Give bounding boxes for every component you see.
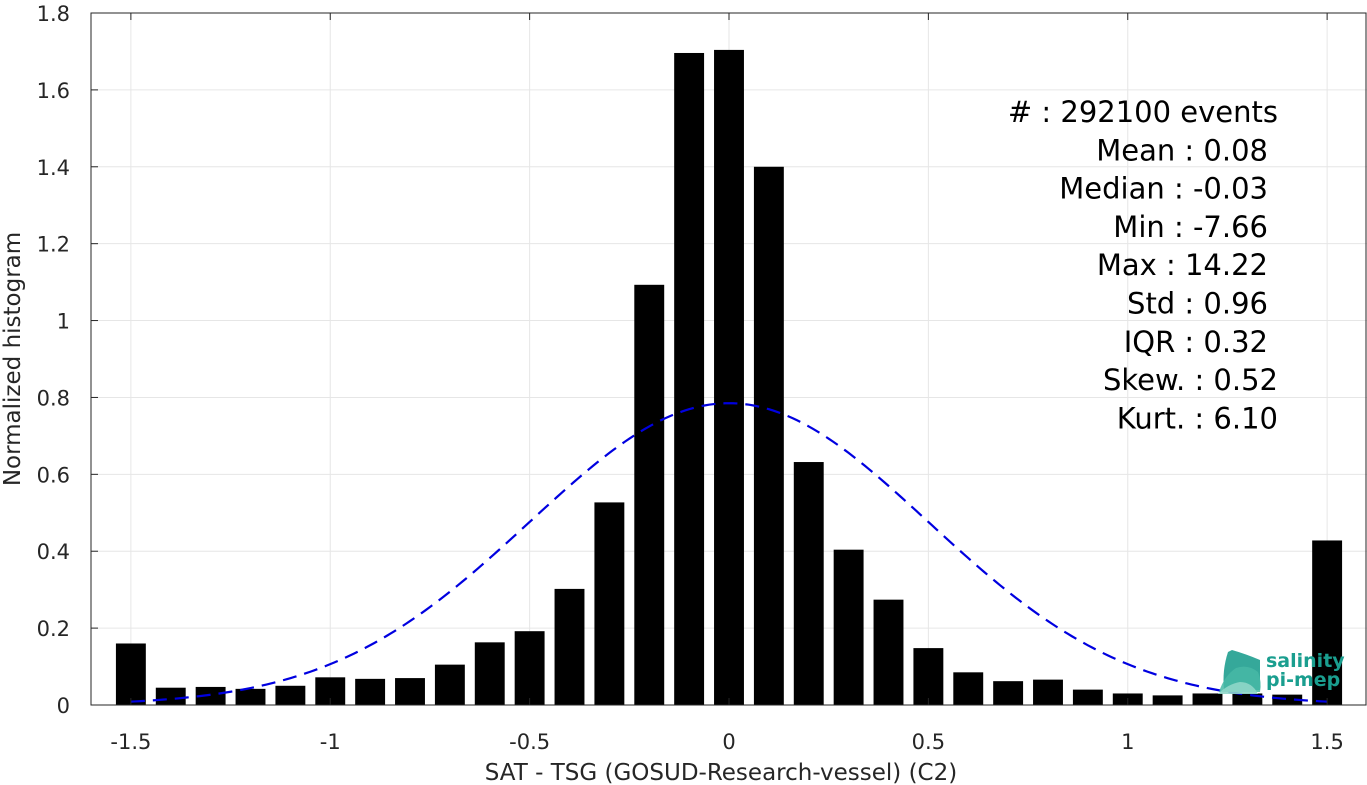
y-tick-label: 0.6 xyxy=(37,463,70,487)
histogram-bars xyxy=(115,49,1343,705)
histogram-bar xyxy=(434,664,465,705)
wave-logo-icon xyxy=(1218,650,1261,694)
histogram-bar xyxy=(873,599,904,705)
histogram-bar xyxy=(634,284,665,705)
stat-line: Max : 14.22 xyxy=(1097,248,1268,282)
x-tick-label: 0 xyxy=(722,730,735,754)
stat-line: Mean : 0.08 xyxy=(1096,133,1268,167)
x-tick-label: -1 xyxy=(320,730,341,754)
y-tick-label: 1.2 xyxy=(37,233,70,257)
histogram-bar xyxy=(474,642,505,705)
x-axis-title: SAT - TSG (GOSUD-Research-vessel) (C2) xyxy=(485,760,957,785)
histogram-bar xyxy=(1312,540,1343,705)
y-tick-label: 0.2 xyxy=(37,617,70,641)
histogram-bar xyxy=(195,686,226,705)
x-tick-label: -0.5 xyxy=(509,730,550,754)
histogram-bar xyxy=(833,549,864,705)
histogram-bar xyxy=(1272,694,1303,705)
y-tick-label: 1.8 xyxy=(37,2,70,26)
stat-line: Std : 0.96 xyxy=(1127,287,1268,321)
histogram-bar xyxy=(395,678,425,705)
x-tick-label: -1.5 xyxy=(110,730,151,754)
histogram-bar xyxy=(1033,679,1063,705)
y-axis-title: Normalized histogram xyxy=(0,232,26,486)
x-tick-label: 0.5 xyxy=(912,730,945,754)
y-axis-ticks: 0 0.2 0.4 0.6 0.8 1 1.2 1.4 1.6 1.8 xyxy=(37,2,98,718)
logo-text-pi-mep: pi-mep xyxy=(1266,669,1340,691)
statistics-box: # : 292100 events Mean : 0.08 Median : -0.… xyxy=(1008,95,1278,435)
histogram-bar xyxy=(753,166,784,705)
histogram-bar xyxy=(1072,689,1103,705)
y-tick-label: 1 xyxy=(57,310,70,334)
stat-line: Kurt. : 6.10 xyxy=(1117,401,1278,435)
histogram-bar xyxy=(155,687,186,705)
histogram-bar xyxy=(1232,693,1263,705)
y-tick-label: 0.4 xyxy=(37,540,70,564)
stat-line: Median : -0.03 xyxy=(1059,172,1268,206)
y-tick-label: 1.4 xyxy=(37,156,70,180)
y-tick-label: 0.8 xyxy=(37,386,70,410)
histogram-bar xyxy=(1192,693,1223,705)
histogram-bar xyxy=(514,631,545,705)
histogram-bar xyxy=(793,462,824,705)
gaussian-fit-curve xyxy=(130,402,1328,703)
y-tick-label: 1.6 xyxy=(37,79,70,103)
histogram-bar xyxy=(115,643,146,705)
histogram-bar xyxy=(674,52,705,705)
logo-text-salinity: salinity xyxy=(1266,650,1345,672)
histogram-bar xyxy=(355,678,386,705)
x-tick-label: 1.5 xyxy=(1310,730,1343,754)
stat-line: Min : -7.66 xyxy=(1113,210,1268,244)
x-tick-label: 1 xyxy=(1121,730,1134,754)
histogram-bar xyxy=(953,672,984,705)
stat-line: IQR : 0.32 xyxy=(1124,325,1268,359)
y-tick-label: 0 xyxy=(57,694,70,718)
histogram-bar xyxy=(714,49,744,705)
x-axis-ticks: -1.5 -1 -0.5 0 0.5 1 1.5 xyxy=(110,13,1344,754)
stat-line: # : 292100 events xyxy=(1008,95,1278,129)
histogram-bar xyxy=(1152,695,1183,705)
salinity-pi-mep-logo: salinity pi-mep xyxy=(1218,650,1345,694)
stat-line: Skew. : 0.52 xyxy=(1103,363,1278,397)
histogram-bar xyxy=(913,648,944,705)
histogram-bar xyxy=(275,685,306,705)
histogram-bar xyxy=(554,588,585,705)
histogram-bar xyxy=(594,502,625,705)
histogram-bar xyxy=(993,681,1024,705)
histogram-bar xyxy=(235,688,266,705)
